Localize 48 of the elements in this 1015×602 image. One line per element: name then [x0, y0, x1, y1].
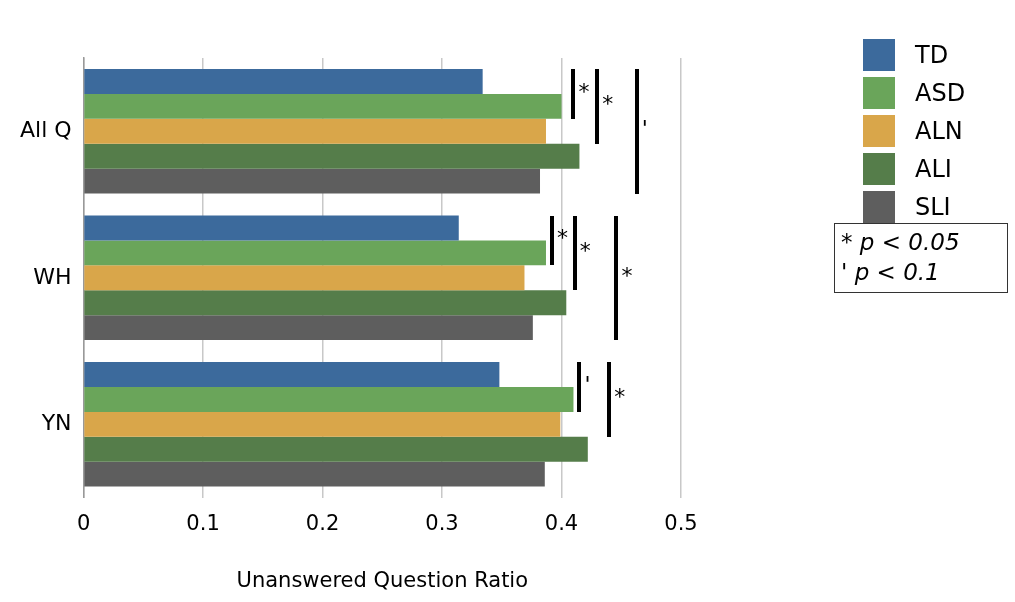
bracket: *	[614, 215, 637, 341]
y-tick-label: WH	[33, 263, 72, 289]
bar	[84, 461, 545, 487]
bracket: *	[571, 69, 594, 119]
x-axis-title: Unanswered Question Ratio	[236, 567, 529, 592]
bracket: '	[634, 69, 657, 194]
y-tick-label: YN	[40, 410, 72, 436]
bracket: '	[577, 362, 600, 412]
legend-label: ALN	[915, 117, 963, 145]
y-tick-label: All Q	[19, 116, 72, 142]
bar	[84, 315, 533, 341]
annotation: *	[579, 237, 591, 263]
legend-label: ALI	[915, 155, 952, 183]
x-tick-label: 0	[76, 510, 91, 535]
annotation: *	[614, 384, 626, 410]
x-tick-label: 0.1	[186, 510, 220, 535]
bar	[84, 93, 562, 119]
bar	[84, 411, 561, 437]
text: * p < 0.05	[841, 228, 961, 257]
x-tick-label: 0.4	[544, 510, 579, 535]
legend-label: SLI	[915, 193, 951, 221]
bar	[84, 143, 580, 169]
annotation: *	[621, 262, 633, 288]
x-tick-label: 0.5	[664, 510, 698, 535]
bar	[84, 265, 525, 291]
annotation: *	[602, 91, 614, 117]
bracket: *	[572, 215, 595, 291]
annotation: '	[584, 371, 591, 397]
annotation: *	[578, 78, 590, 104]
legend-label: TD	[915, 41, 949, 69]
bar	[84, 118, 546, 144]
bar	[84, 362, 500, 387]
annotation: '	[641, 116, 648, 142]
bar	[84, 290, 567, 316]
bar	[84, 168, 541, 194]
annotation: *	[556, 225, 568, 251]
bar	[84, 215, 459, 241]
legend-label: ASD	[915, 79, 966, 107]
text: ' p < 0.1	[841, 257, 941, 287]
bracket: *	[607, 362, 630, 437]
x-tick-label: 0.3	[425, 510, 459, 535]
bracket: *	[595, 69, 618, 144]
bar	[84, 240, 546, 266]
bar	[84, 436, 588, 462]
x-tick-label: 0.2	[305, 510, 340, 535]
bar	[84, 386, 574, 412]
bracket: *	[549, 215, 572, 266]
bar	[84, 68, 483, 94]
